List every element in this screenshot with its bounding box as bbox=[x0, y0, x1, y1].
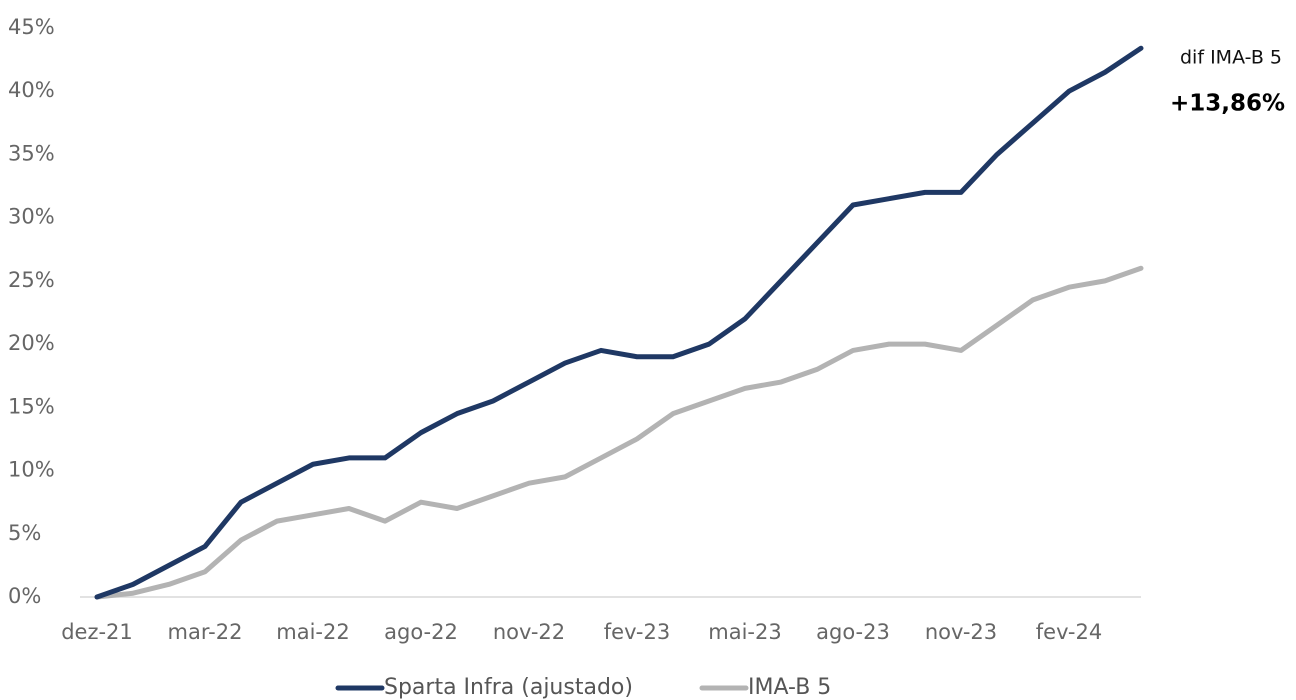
y-tick-label: 15% bbox=[8, 394, 55, 418]
y-tick-label: 10% bbox=[8, 458, 55, 482]
legend-label: IMA-B 5 bbox=[748, 675, 831, 700]
series-line bbox=[94, 265, 1144, 600]
x-tick-label: fev-24 bbox=[1036, 620, 1102, 644]
series-line bbox=[94, 45, 1144, 600]
x-tick-label: dez-21 bbox=[61, 620, 133, 644]
y-tick-label: 45% bbox=[8, 15, 55, 39]
y-tick-label: 40% bbox=[8, 78, 55, 102]
y-tick-label: 25% bbox=[8, 268, 55, 292]
x-tick-label: mar-22 bbox=[168, 620, 243, 644]
y-tick-label: 20% bbox=[8, 331, 55, 355]
x-tick-label: mai-22 bbox=[276, 620, 349, 644]
y-tick-label: 5% bbox=[8, 521, 41, 545]
annotation: dif IMA-B 5 bbox=[1180, 47, 1282, 69]
y-tick-label: 0% bbox=[8, 584, 41, 608]
y-tick-label: 35% bbox=[8, 141, 55, 165]
x-tick-label: nov-22 bbox=[493, 620, 565, 644]
legend-label: Sparta Infra (ajustado) bbox=[384, 675, 633, 700]
x-tick-label: mai-23 bbox=[708, 620, 781, 644]
y-tick-label: 30% bbox=[8, 205, 55, 229]
annotation-value: +13,86% bbox=[1170, 91, 1285, 117]
x-tick-label: nov-23 bbox=[925, 620, 997, 644]
x-tick-label: fev-23 bbox=[604, 620, 670, 644]
x-tick-label: ago-22 bbox=[384, 620, 458, 644]
x-tick-label: ago-23 bbox=[816, 620, 890, 644]
